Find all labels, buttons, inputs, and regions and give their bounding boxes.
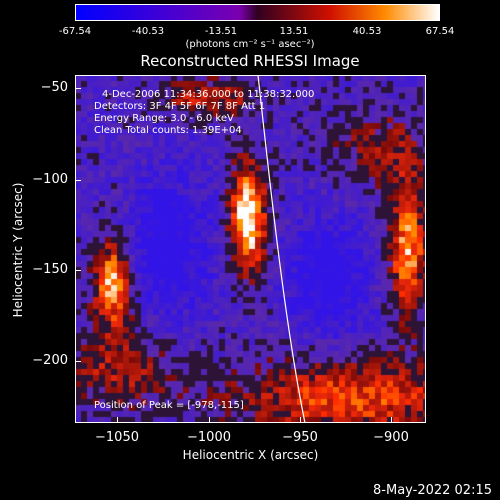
y-tick-mark xyxy=(75,270,81,271)
colorbar-units: (photons cm⁻² s⁻¹ asec⁻²) xyxy=(185,39,315,50)
colorbar-tick: 40.53 xyxy=(352,26,382,37)
y-tick-mark xyxy=(75,88,81,89)
y-axis-label: Heliocentric Y (arcsec) xyxy=(11,182,25,318)
x-tick-mark xyxy=(391,417,392,423)
x-tick-mark xyxy=(117,417,118,423)
y-tick-label: −100 xyxy=(32,172,68,187)
x-tick-mark xyxy=(300,417,301,423)
info-time: 4-Dec-2006 11:34:36.000 to 11:38:32.000 xyxy=(102,89,315,100)
x-tick-label: −950 xyxy=(282,430,318,445)
plot-area xyxy=(75,75,426,423)
info-peak: Position of Peak = [-978,-115] xyxy=(94,400,244,411)
colorbar-tick: -13.51 xyxy=(204,26,238,37)
y-tick-mark xyxy=(75,180,81,181)
rhessi-image xyxy=(75,75,426,423)
limb-line xyxy=(257,75,306,423)
colorbar xyxy=(75,4,440,21)
x-tick-label: −1000 xyxy=(187,430,231,445)
y-tick-label: −50 xyxy=(40,80,68,95)
colorbar-tick: -40.53 xyxy=(131,26,165,37)
y-tick-label: −200 xyxy=(32,353,68,368)
colorbar-tick: 67.54 xyxy=(425,26,455,37)
info-clean: Clean Total counts: 1.39E+04 xyxy=(94,125,242,136)
colorbar-tick: -67.54 xyxy=(58,26,92,37)
x-tick-label: −1050 xyxy=(95,430,139,445)
x-axis-label: Heliocentric X (arcsec) xyxy=(182,448,319,462)
datestamp: 8-May-2022 02:15 xyxy=(373,483,492,498)
image-title: Reconstructed RHESSI Image xyxy=(140,52,360,70)
y-tick-label: −150 xyxy=(32,262,68,277)
x-tick-mark xyxy=(209,417,210,423)
x-tick-label: −900 xyxy=(373,430,409,445)
colorbar-tick: 13.51 xyxy=(279,26,309,37)
info-detectors: Detectors: 3F 4F 5F 6F 7F 8F Att 1 xyxy=(94,101,266,112)
info-energy: Energy Range: 3.0 - 6.0 keV xyxy=(94,113,234,124)
y-tick-mark xyxy=(75,361,81,362)
